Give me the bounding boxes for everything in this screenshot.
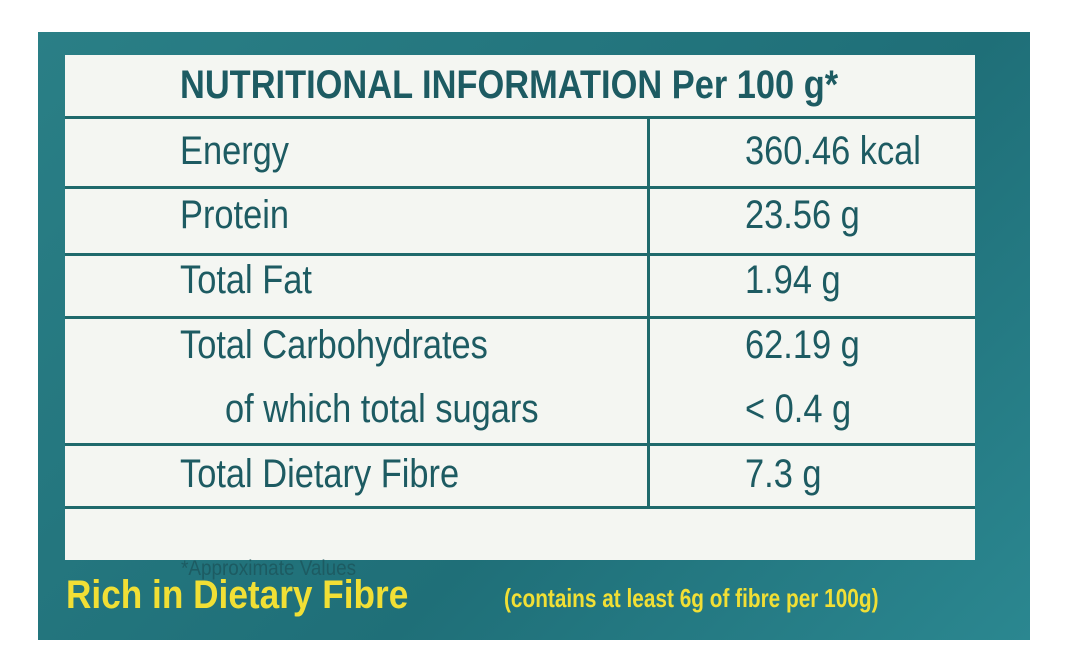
nutrient-value: < 0.4 g	[745, 387, 852, 431]
row-border	[65, 253, 975, 256]
row-border	[65, 316, 975, 319]
row-border	[65, 186, 975, 189]
nutrient-value: 360.46 kcal	[745, 129, 921, 173]
table-title: NUTRITIONAL INFORMATION Per 100 g*	[180, 63, 839, 107]
nutrient-name: of which total sugars	[225, 387, 539, 431]
claim-note: (contains at least 6g of fibre per 100g)	[504, 583, 879, 613]
row-border	[65, 506, 975, 509]
nutrient-name: Total Dietary Fibre	[180, 452, 460, 496]
row-border	[65, 443, 975, 446]
nutrient-value: 7.3 g	[745, 452, 822, 496]
nutrient-value: 23.56 g	[745, 193, 860, 237]
nutrient-value: 1.94 g	[745, 258, 841, 302]
claim-title: Rich in Dietary Fibre	[66, 573, 409, 617]
nutrition-table: NUTRITIONAL INFORMATION Per 100 g* *Appr…	[65, 55, 975, 579]
footnote: *Approximate Values	[181, 557, 357, 580]
nutrient-name: Total Carbohydrates	[180, 323, 488, 367]
nutrient-name: Energy	[180, 129, 290, 173]
nutrient-name: Total Fat	[180, 258, 312, 302]
row-border	[65, 116, 975, 119]
nutrient-name: Protein	[180, 193, 290, 237]
nutrient-value: 62.19 g	[745, 323, 860, 367]
column-border	[647, 116, 650, 509]
